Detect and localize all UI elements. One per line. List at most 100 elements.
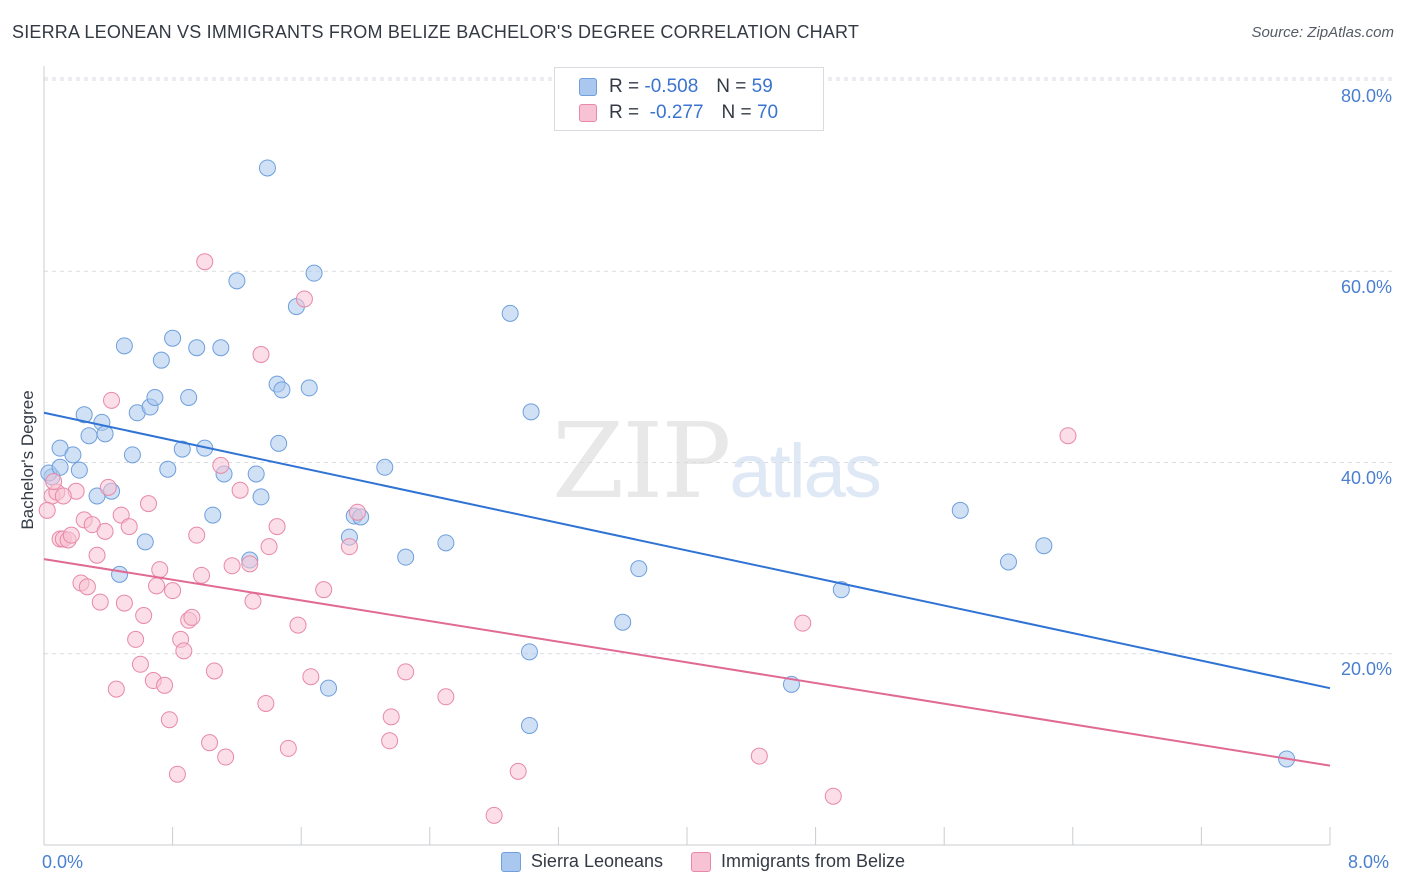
belize-point-32 (175, 642, 193, 660)
stats-legend: R = -0.508 N = 59 R = -0.277 N = 70 (554, 67, 824, 131)
belize-point-51 (289, 616, 307, 634)
belize-point-37 (196, 253, 214, 271)
sierra-point-34 (273, 381, 291, 399)
sierra-point-27 (228, 272, 246, 290)
sierra-point-4 (75, 406, 93, 424)
belize-point-47 (257, 694, 275, 712)
belize-point-65 (824, 787, 842, 805)
belize-point-34 (183, 608, 201, 626)
stats-legend-row-sierra: R = -0.508 N = 59 (579, 75, 773, 99)
belize-point-23 (139, 495, 157, 513)
belize-point-12 (91, 593, 109, 611)
belize-point-16 (107, 680, 125, 698)
belize-point-55 (340, 538, 358, 556)
sierra-point-16 (146, 388, 164, 406)
belize-point-67 (38, 501, 56, 519)
belize-point-43 (231, 481, 249, 499)
sierra-point-8 (96, 425, 114, 443)
belize-point-36 (193, 566, 211, 584)
sierra-point-49 (614, 613, 632, 631)
sierra-point-47 (520, 643, 538, 661)
sierra-point-22 (188, 339, 206, 357)
x-tick-label-min: 0.0% (42, 852, 84, 872)
belize-point-20 (127, 630, 145, 648)
sierra-point-48 (520, 716, 538, 734)
y-tick-label-60: 60.0% (1340, 277, 1392, 297)
belize-point-62 (509, 762, 527, 780)
sierra-point-2 (64, 446, 82, 464)
sierra-point-30 (252, 488, 270, 506)
sierra-point-43 (397, 548, 415, 566)
belize-point-60 (437, 688, 455, 706)
sierra-point-58 (51, 458, 69, 476)
sierra-point-29 (247, 465, 265, 483)
belize-point-69 (54, 487, 72, 505)
legend-item-immigrants-belize[interactable]: Immigrants from Belize (691, 851, 905, 872)
n-label: N = (721, 102, 752, 123)
sierra-point-24 (204, 506, 222, 524)
sierra-point-14 (136, 533, 154, 551)
legend-item-sierra-leoneans[interactable]: Sierra Leoneans (500, 851, 663, 872)
r-label: R = (609, 76, 640, 97)
belize-point-30 (168, 765, 186, 783)
belize-point-14 (99, 478, 117, 496)
belize-point-68 (45, 473, 63, 491)
belize-point-56 (348, 503, 366, 521)
sierra-point-37 (305, 264, 323, 282)
y-tick-label-80: 80.0% (1340, 86, 1392, 106)
belize-point-42 (223, 557, 241, 575)
y-tick-label-40: 40.0% (1340, 468, 1392, 488)
belize-point-21 (131, 655, 149, 673)
sierra-point-33 (270, 434, 288, 452)
watermark: ZIPatlas (552, 400, 882, 522)
belize-n-value: 70 (756, 102, 779, 123)
belize-point-52 (295, 290, 313, 308)
series-legend: Sierra Leoneans Immigrants from Belize (0, 851, 1406, 872)
belize-point-61 (485, 806, 503, 824)
belize-point-15 (103, 391, 121, 409)
belize-point-63 (750, 747, 768, 765)
belize-point-59 (397, 663, 415, 681)
belize-trend-line (43, 558, 1331, 767)
sierra-point-44 (437, 534, 455, 552)
sierra-point-36 (300, 379, 318, 397)
belize-point-40 (212, 456, 230, 474)
r-label: R = (609, 102, 640, 123)
sierra-point-3 (70, 461, 88, 479)
belize-point-18 (115, 594, 133, 612)
belize-point-45 (244, 592, 262, 610)
belize-point-35 (188, 526, 206, 544)
belize-point-29 (164, 582, 182, 600)
sierra-point-52 (832, 581, 850, 599)
sierra-point-11 (115, 337, 133, 355)
n-label: N = (716, 76, 747, 97)
belize-point-11 (88, 546, 106, 564)
legend-swatch-belize (691, 851, 712, 872)
sierra-point-19 (164, 329, 182, 347)
sierra-point-21 (180, 388, 198, 406)
sierra-point-38 (320, 679, 338, 697)
sierra-point-46 (522, 403, 540, 421)
chart-title: SIERRA LEONEAN VS IMMIGRANTS FROM BELIZE… (12, 22, 860, 42)
belize-point-58 (382, 708, 400, 726)
legend-label-belize: Immigrants from Belize (721, 851, 906, 871)
belize-point-27 (156, 676, 174, 694)
belize-point-28 (160, 711, 178, 729)
x-tick-label-max: 8.0% (1348, 852, 1390, 872)
belize-point-25 (148, 577, 166, 595)
sierra-point-5 (80, 427, 98, 445)
chart-source: Source: ZipAtlas.com (1251, 24, 1394, 41)
legend-swatch-sierra (500, 851, 521, 872)
sierra-point-31 (258, 159, 276, 177)
sierra-point-45 (501, 304, 519, 322)
belize-point-9 (78, 578, 96, 596)
sierra-point-55 (1035, 537, 1053, 555)
belize-point-5 (62, 526, 80, 544)
belize-point-57 (381, 732, 399, 750)
sierra-trend-line (43, 411, 1331, 690)
sierra-n-value: 59 (751, 76, 773, 97)
belize-point-13 (96, 522, 114, 540)
y-tick-label-20: 20.0% (1340, 659, 1392, 679)
sierra-point-20 (173, 440, 191, 458)
